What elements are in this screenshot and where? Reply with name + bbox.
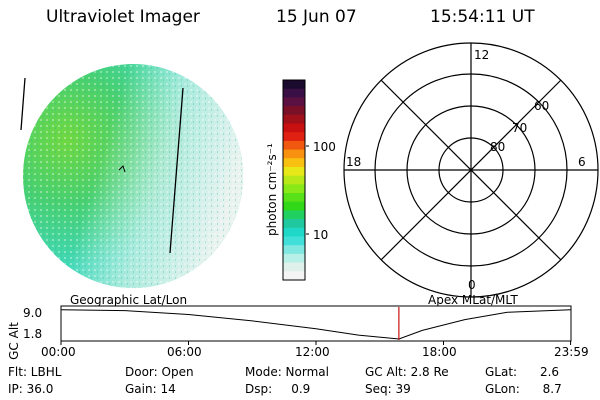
- terminator-line-right: [169, 87, 184, 254]
- lat-label-70: 70: [512, 121, 527, 135]
- x-tick-label-0600: 06:00: [167, 345, 202, 359]
- door-status: Door: Open: [125, 365, 194, 379]
- colorbar-cell: [283, 106, 305, 116]
- colorbar-cell: [283, 253, 305, 264]
- geographic-label: Geographic Lat/Lon: [70, 293, 188, 307]
- mode-status: Mode: Normal: [245, 365, 329, 379]
- app-title: Ultraviolet Imager: [46, 7, 200, 27]
- colorbar-cell: [283, 271, 305, 281]
- ip-status: IP: 36.0: [8, 382, 54, 396]
- colorbar-cell: [283, 236, 305, 246]
- colorbar-cell: [283, 80, 305, 90]
- mlt-label-0: 0: [468, 278, 476, 292]
- timeline-y-min: 1.8: [23, 327, 43, 341]
- colorbar-cell: [283, 184, 305, 194]
- date-label: 15 Jun 07: [276, 7, 357, 27]
- colorbar-border: [282, 79, 306, 281]
- time-label: 15:54:11 UT: [430, 7, 535, 27]
- x-tick-label-1200: 12:00: [295, 345, 330, 359]
- mlt-label-6: 6: [578, 155, 586, 169]
- polar-grid: 12 6 0 18 60 70 80: [343, 42, 599, 298]
- x-tick-label-1800: 18:00: [422, 345, 457, 359]
- colorbar-cell: [283, 158, 305, 168]
- glon-status: GLon: 8.7: [485, 382, 562, 396]
- apex-label: Apex MLat/MLT: [428, 293, 518, 307]
- colorbar-cell: [283, 140, 305, 151]
- colorbar-cell: [283, 219, 305, 229]
- gc-alt-status: GC Alt: 2.8 Re: [365, 365, 449, 379]
- colorbar-cell: [283, 193, 305, 203]
- mlt-label-12: 12: [474, 48, 489, 62]
- lat-label-80: 80: [490, 140, 505, 154]
- colorbar-cell: [283, 88, 305, 98]
- filter-status: Flt: LBHL: [8, 365, 62, 379]
- colorbar-tick-100: 100: [313, 140, 336, 154]
- colorbar-cell: [283, 166, 305, 177]
- x-tick-label-2359: 23:59: [554, 345, 589, 359]
- gc-alt-series-line: [60, 309, 571, 340]
- colorbar-cell: [283, 227, 305, 238]
- colorbar-cell: [283, 97, 305, 107]
- dsp-status: Dsp: 0.9: [245, 382, 311, 396]
- colorbar-cell: [283, 123, 305, 133]
- colorbar-cell: [283, 149, 305, 159]
- colorbar: [282, 79, 309, 281]
- colorbar-cell: [283, 210, 305, 220]
- timeline-y-max: 9.0: [23, 306, 43, 320]
- glat-status: GLat: 2.6: [485, 365, 560, 379]
- colorbar-cell: [283, 175, 305, 185]
- subsolar-marker: [118, 165, 126, 173]
- colorbar-cell: [283, 262, 305, 272]
- colorbar-cell: [283, 201, 305, 212]
- x-tick-label-0000: 00:00: [41, 345, 76, 359]
- terminator-line-left: [20, 77, 26, 131]
- uv-image: [20, 64, 243, 288]
- colorbar-tick-10: 10: [313, 228, 329, 242]
- colorbar-cell: [283, 132, 305, 142]
- colorbar-cell: [283, 114, 305, 125]
- gain-status: Gain: 14: [125, 382, 176, 396]
- mlt-label-18: 18: [346, 155, 361, 169]
- colorbar-cell: [283, 245, 305, 255]
- seq-status: Seq: 39: [365, 382, 411, 396]
- lat-label-60: 60: [534, 99, 549, 113]
